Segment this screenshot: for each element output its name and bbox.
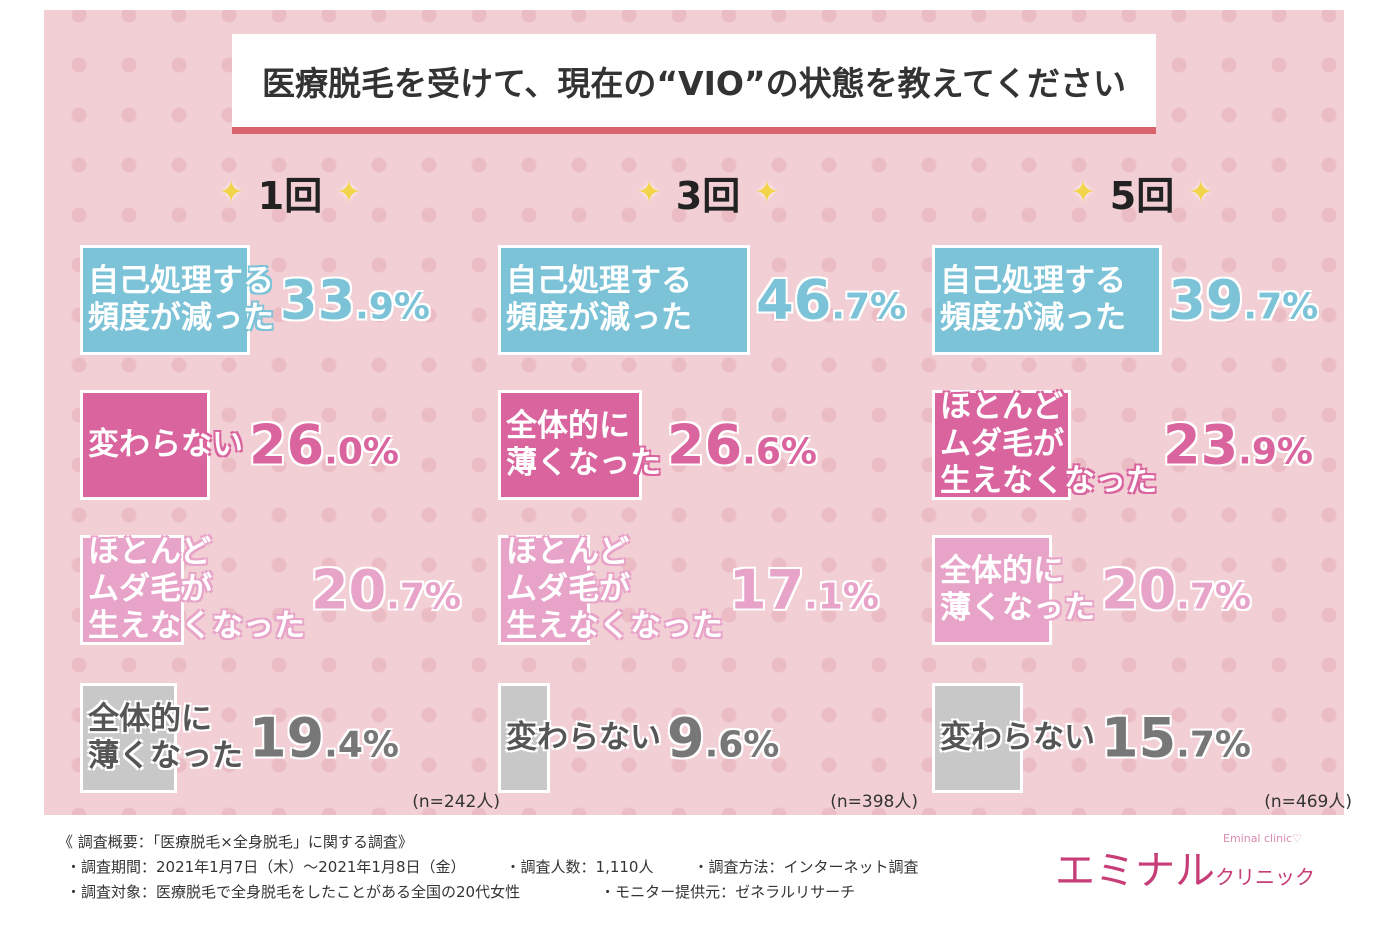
value-label: 20.7%: [1101, 558, 1251, 622]
sample-size: (n=469人): [1264, 792, 1352, 812]
bar: [80, 245, 250, 355]
bar-label: 自己処理する 頻度が減った: [506, 262, 692, 336]
bar-row: 変わらない 9.6%: [498, 683, 918, 793]
panel-heading: ✦ 5回 ✦: [932, 165, 1352, 220]
bar-label: 変わらない: [940, 719, 1095, 756]
sample-size: (n=242人): [412, 792, 500, 812]
bar-label: ほとんど ムダ毛が 生えなくなった: [88, 534, 305, 645]
sparkle-icon: ✦: [1070, 175, 1096, 210]
value-label: 46.7%: [756, 268, 907, 332]
survey-provider: ・モニター提供元：ゼネラルリサーチ: [600, 883, 856, 901]
survey-target: ・調査対象：医療脱毛で全身脱毛をしたことがある全国の20代女性: [66, 883, 521, 901]
value-label: 17.1%: [729, 558, 879, 622]
bar-label: 自己処理する 頻度が減った: [88, 262, 274, 336]
panel-1回: ✦ 1回 ✦ (n=242人) 自己処理する 頻度が減った 33.9% 変わらない …: [80, 165, 500, 815]
chart-background: [44, 10, 1344, 815]
panel-heading: ✦ 3回 ✦: [498, 165, 918, 220]
bar: [80, 390, 210, 500]
panel-3回: ✦ 3回 ✦ (n=398人) 自己処理する 頻度が減った 46.7% 全体的に 薄…: [498, 165, 918, 815]
sparkle-icon: ✦: [336, 175, 362, 210]
bar-row: 自己処理する 頻度が減った 39.7%: [932, 245, 1352, 355]
logo-en: Eminal clinic♡: [1223, 832, 1303, 845]
panel-5回: ✦ 5回 ✦ (n=469人) 自己処理する 頻度が減った 39.7% ほとんど ム…: [932, 165, 1352, 815]
bar-label: ほとんど ムダ毛が 生えなくなった: [940, 389, 1157, 500]
bar-row: ほとんど ムダ毛が 生えなくなった 17.1%: [498, 534, 918, 645]
bar: [80, 683, 177, 793]
value-label: 23.9%: [1163, 413, 1313, 477]
bar-label: 変わらない: [88, 426, 243, 463]
bar-row: 自己処理する 頻度が減った 46.7%: [498, 245, 918, 355]
bar-row: 変わらない 26.0%: [80, 390, 500, 500]
survey-summary: 《 調査概要：「医療脱毛×全身脱毛」に関する調査》: [58, 833, 413, 851]
bar: [932, 535, 1053, 645]
value-label: 26.0%: [249, 413, 399, 477]
bar: [932, 390, 1071, 500]
bar: [498, 535, 591, 645]
value-label: 39.7%: [1168, 268, 1319, 332]
bar: [498, 245, 751, 355]
bar-row: 全体的に 薄くなった 19.4%: [80, 683, 500, 793]
value-label: 26.6%: [667, 413, 817, 477]
bar-row: ほとんど ムダ毛が 生えなくなった 23.9%: [932, 389, 1352, 500]
value-label: 20.7%: [311, 558, 461, 622]
panel-heading: ✦ 1回 ✦: [80, 165, 500, 220]
bar-label: 変わらない: [506, 719, 661, 756]
bar: [932, 245, 1163, 355]
heading-text: 3回: [675, 174, 741, 218]
logo-sub: クリニック: [1215, 865, 1315, 889]
survey-count: ・調査人数：1,110人: [505, 858, 654, 876]
survey-period: ・調査期間：2021年1月7日（木）～2021年1月8日（金）: [66, 858, 466, 876]
bar-label: 全体的に 薄くなった: [506, 407, 661, 481]
bar-label: ほとんど ムダ毛が 生えなくなった: [506, 534, 723, 645]
bar-label: 全体的に 薄くなった: [88, 700, 243, 774]
sparkle-icon: ✦: [754, 175, 780, 210]
bar: [932, 683, 1024, 793]
bar-label: 全体的に 薄くなった: [940, 552, 1095, 626]
sparkle-icon: ✦: [1188, 175, 1214, 210]
value-label: 9.6%: [667, 706, 780, 770]
survey-method: ・調査方法：インターネット調査: [693, 858, 919, 876]
value-label: 19.4%: [249, 706, 399, 770]
bar-row: 全体的に 薄くなった 20.7%: [932, 535, 1352, 645]
bar-row: 全体的に 薄くなった 26.6%: [498, 390, 918, 500]
bar-label: 自己処理する 頻度が減った: [940, 262, 1126, 336]
survey-footer: 《 調査概要：「医療脱毛×全身脱毛」に関する調査》 ・調査期間：2021年1月7…: [58, 830, 919, 905]
bar: [498, 390, 642, 500]
value-label: 15.7%: [1101, 706, 1251, 770]
bar-row: 変わらない 15.7%: [932, 683, 1352, 793]
sparkle-icon: ✦: [218, 175, 244, 210]
bar-row: ほとんど ムダ毛が 生えなくなった 20.7%: [80, 534, 500, 645]
bar: [80, 535, 184, 645]
logo-main: エミナル: [1055, 848, 1215, 894]
sample-size: (n=398人): [830, 792, 918, 812]
chart-title: 医療脱毛を受けて、現在の“VIO”の状態を教えてください: [232, 34, 1156, 134]
heading-text: 5回: [1109, 174, 1175, 218]
value-label: 33.9%: [280, 268, 430, 332]
bar: [498, 683, 550, 793]
bar-row: 自己処理する 頻度が減った 33.9%: [80, 245, 500, 355]
heading-text: 1回: [257, 174, 323, 218]
clinic-logo: エミナルクリニック Eminal clinic♡: [1055, 832, 1315, 896]
sparkle-icon: ✦: [636, 175, 662, 210]
